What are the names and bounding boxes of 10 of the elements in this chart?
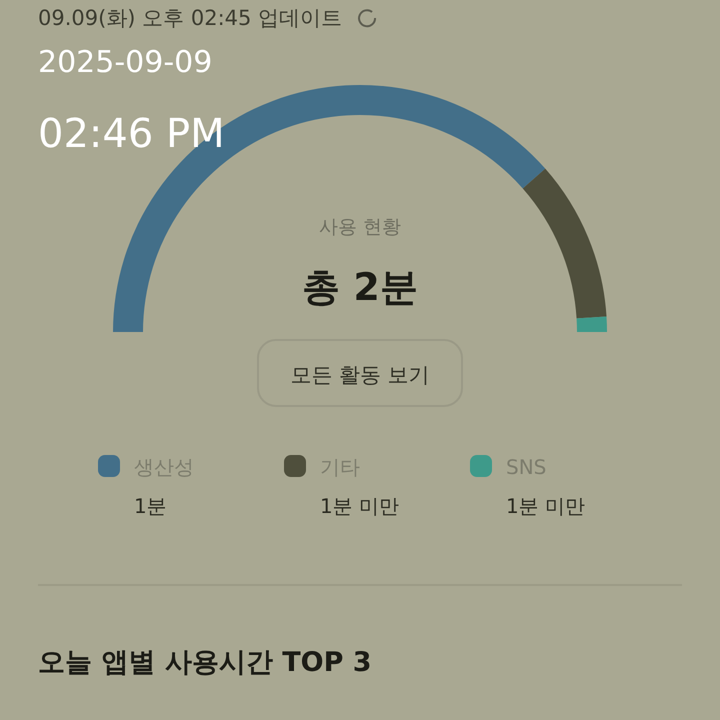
text: 총 2분 xyxy=(302,265,418,309)
text: 모든 활동 보기 xyxy=(290,363,430,387)
text: 사용 현황 xyxy=(318,216,402,238)
text: 1분 미만 xyxy=(320,494,400,518)
text: 1분 미만 xyxy=(506,494,586,518)
text: 오늘 앱별 사용시간 TOP 3 xyxy=(38,647,372,678)
text: 2025-09-09 xyxy=(38,45,212,80)
text: 09.09(화) 오후 02:45 업데이트 xyxy=(38,6,342,30)
text: 02:46 PM xyxy=(38,111,225,157)
text: 1분 xyxy=(134,494,167,518)
